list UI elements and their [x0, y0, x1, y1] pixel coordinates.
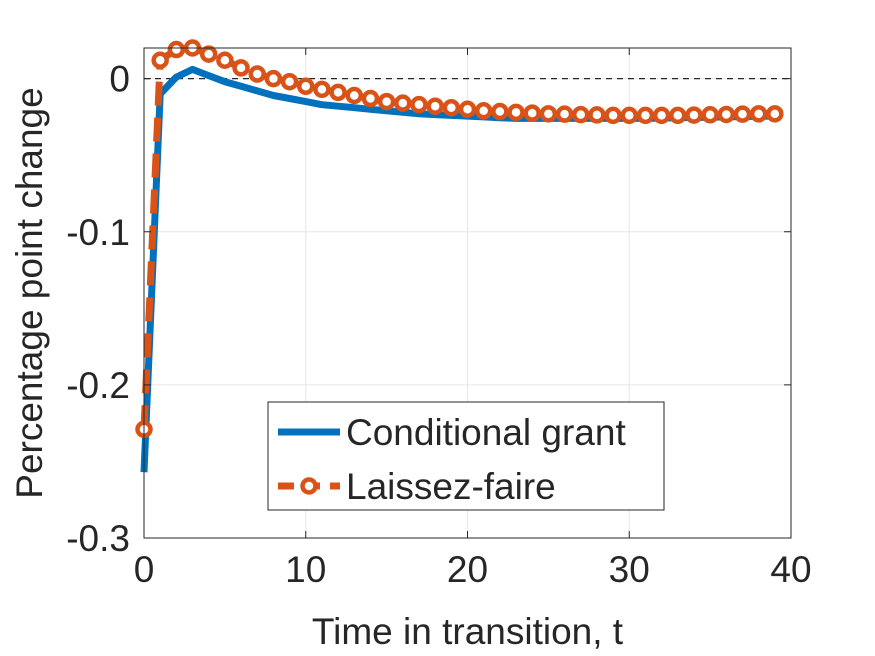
data-point — [232, 59, 250, 77]
data-point — [297, 77, 315, 96]
legend-box — [267, 401, 665, 511]
data-point — [701, 106, 719, 124]
data-point — [539, 105, 558, 123]
data-point — [636, 106, 655, 125]
y-tick-label: -0.3 — [66, 518, 130, 559]
data-point — [361, 89, 380, 108]
legend-item: Conditional grant — [278, 412, 626, 453]
data-point — [523, 104, 541, 122]
y-tick-label: -0.2 — [66, 365, 130, 406]
data-point — [329, 83, 347, 102]
data-point — [345, 86, 364, 105]
legend-label: Conditional grant — [346, 412, 626, 453]
tick-labels: 0 10 20 30 40 0 -0.1 -0.2 -0.3 — [66, 48, 812, 590]
y-tick-label: -0.1 — [66, 212, 130, 253]
data-point — [313, 80, 331, 99]
data-point — [733, 105, 752, 123]
data-point — [410, 95, 428, 114]
data-point — [199, 45, 218, 63]
data-point — [652, 106, 671, 125]
data-point — [264, 69, 283, 88]
x-tick-label: 10 — [285, 549, 326, 590]
x-tick-label: 30 — [609, 549, 650, 590]
data-point — [151, 51, 169, 69]
data-point — [216, 51, 234, 69]
data-point — [280, 72, 299, 91]
data-point — [604, 106, 622, 125]
data-point — [442, 98, 461, 117]
data-point — [717, 105, 736, 124]
data-point — [555, 105, 574, 123]
data-point — [669, 106, 687, 125]
data-point — [766, 105, 784, 123]
data-point — [377, 92, 396, 111]
data-point — [620, 106, 638, 125]
data-point — [749, 105, 768, 123]
data-point — [248, 65, 266, 83]
x-tick-label: 20 — [447, 549, 488, 590]
data-point — [491, 102, 509, 121]
legend: Conditional grant Laissez-faire — [267, 401, 665, 511]
data-point — [426, 97, 444, 115]
series-2 — [135, 39, 784, 439]
data-point — [394, 94, 412, 112]
x-tick-label: 0 — [134, 549, 155, 590]
data-point — [507, 103, 525, 122]
series-layer — [135, 39, 784, 473]
x-tick-label: 40 — [770, 549, 811, 590]
x-axis-label: Time in transition, t — [312, 611, 624, 652]
data-point — [685, 106, 703, 124]
y-axis-label: Percentage point change — [9, 87, 50, 498]
legend-item: Laissez-faire — [278, 466, 556, 507]
y-tick-label: 0 — [109, 59, 130, 100]
data-point — [571, 105, 590, 124]
data-point — [167, 40, 186, 59]
legend-marker — [300, 477, 318, 495]
legend-label: Laissez-faire — [346, 466, 556, 507]
data-point — [474, 102, 493, 120]
data-point — [458, 100, 477, 118]
data-point — [588, 106, 606, 124]
